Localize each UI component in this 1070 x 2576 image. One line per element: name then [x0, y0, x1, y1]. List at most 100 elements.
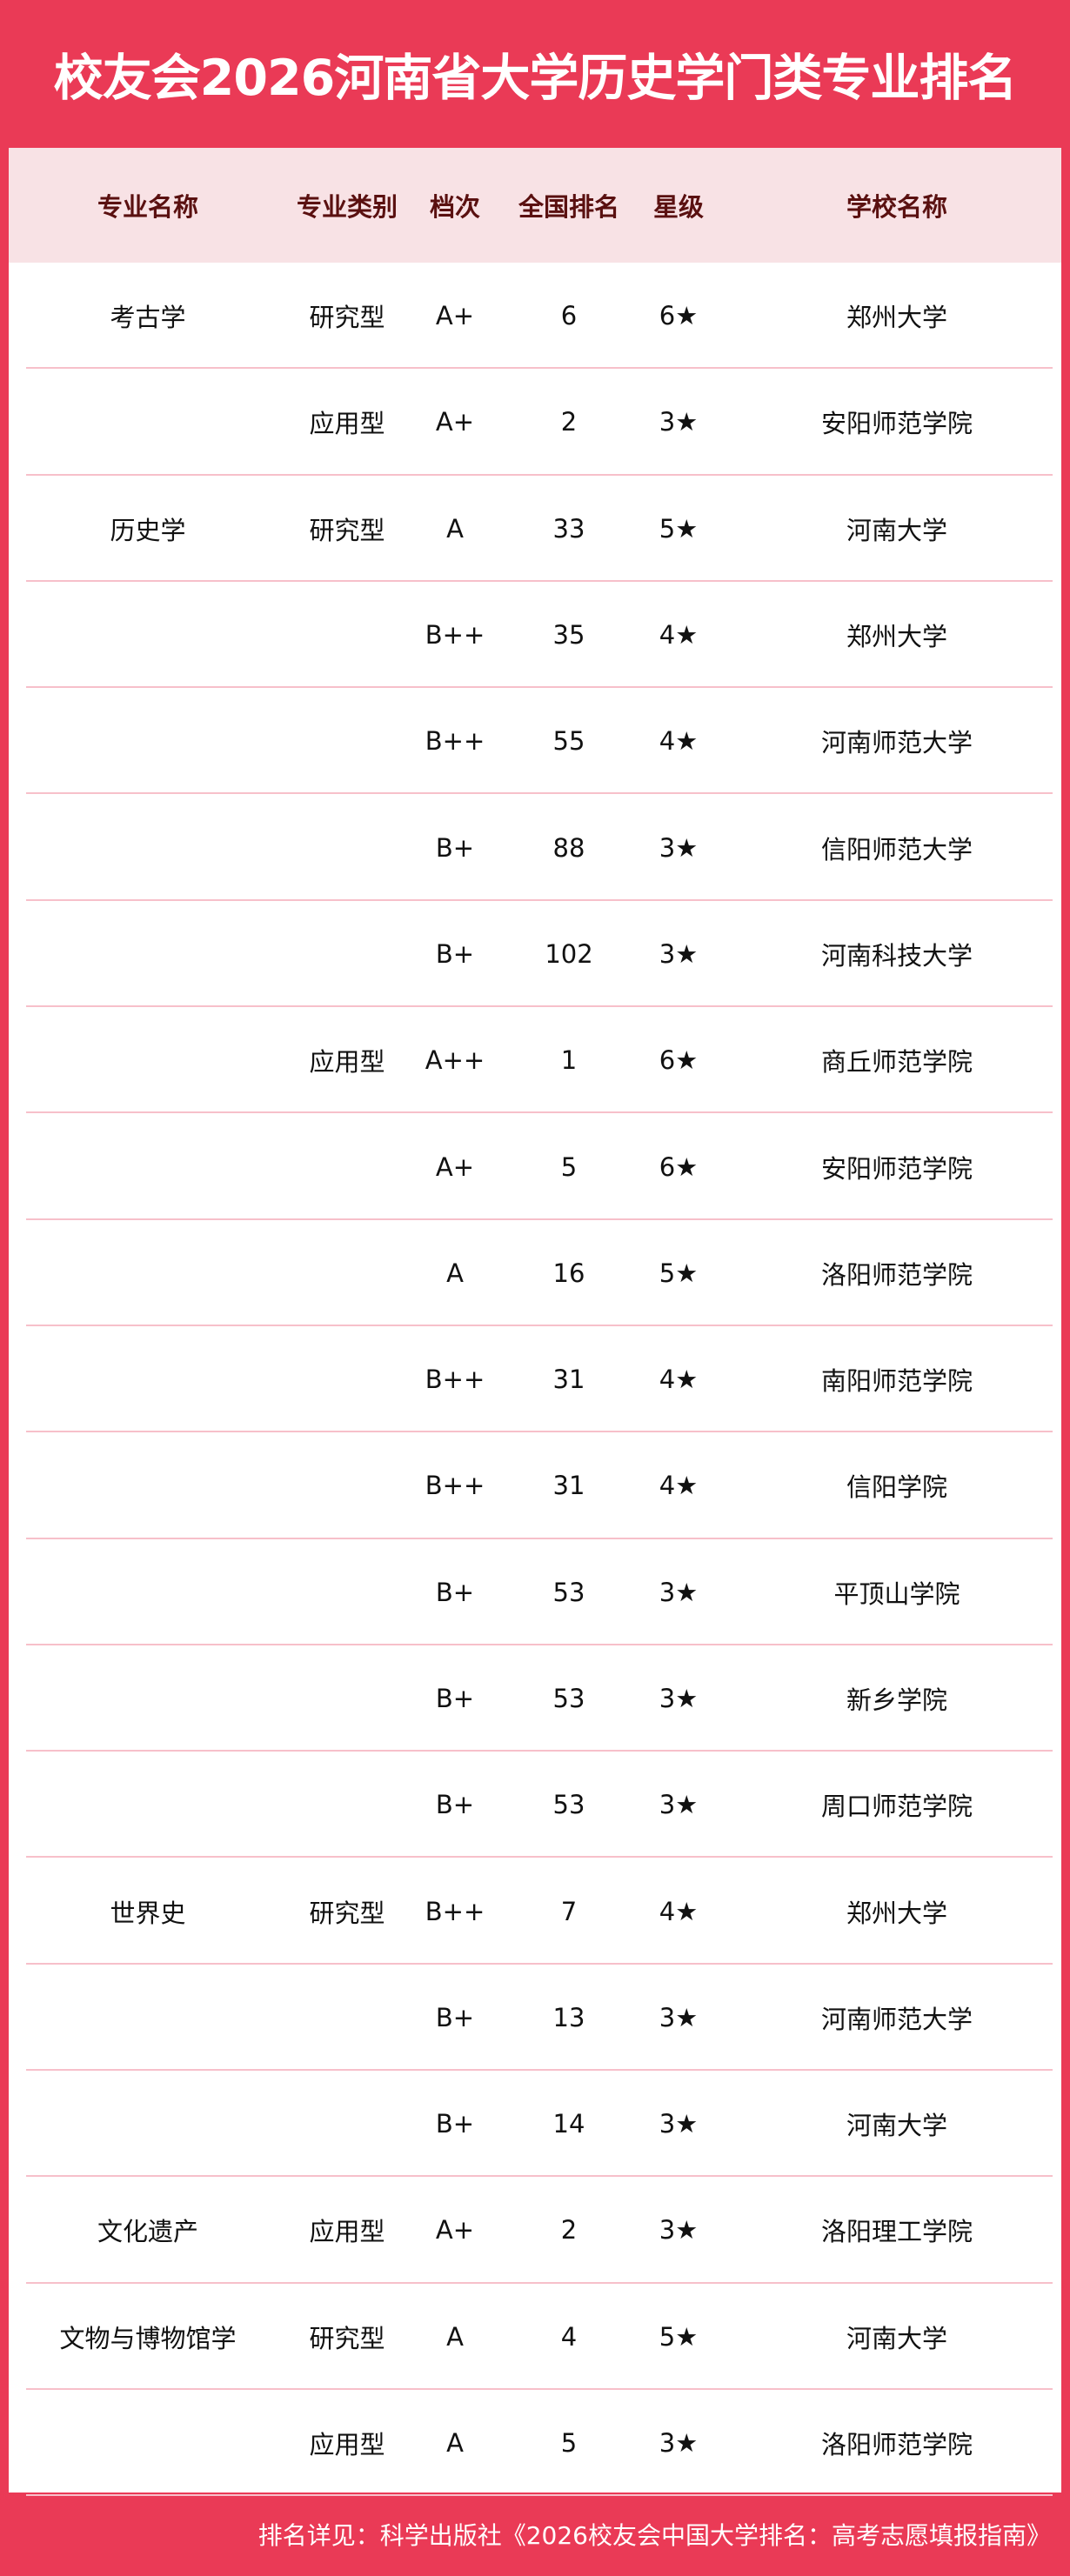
table-row: 应用型 A++ 1 6★ 商丘师范学院	[9, 1007, 1061, 1114]
cell-school-name: 安阳师范学院	[820, 1153, 973, 1184]
cell-school-name: 信阳师范大学	[820, 834, 973, 864]
cell-national-rank: 7	[560, 1896, 578, 1926]
cell-national-rank: 4	[560, 2321, 578, 2352]
cell-star-level: 3★	[659, 2215, 699, 2246]
cell-major-type: 应用型	[309, 2217, 385, 2247]
cell-tier: A	[446, 2321, 464, 2352]
cell-tier: A+	[435, 1151, 475, 1182]
cell-tier: A	[446, 513, 464, 544]
cell-major-type: 应用型	[309, 1047, 385, 1078]
cell-national-rank: 35	[552, 620, 585, 651]
cell-national-rank: 5	[560, 1151, 578, 1182]
table-row: B++ 31 4★ 南阳师范学院	[9, 1326, 1061, 1433]
cell-school-name: 河南大学	[846, 2111, 948, 2141]
cell-tier: B++	[425, 1365, 485, 1395]
cell-national-rank: 1	[560, 1045, 578, 1076]
cell-school-name: 洛阳理工学院	[820, 2217, 973, 2247]
cell-star-level: 3★	[659, 1684, 699, 1713]
footer-note: 排名详见：科学出版社《2026校友会中国大学排名：高考志愿填报指南》	[0, 2493, 1070, 2576]
page-title: 校友会2026河南省大学历史学门类专业排名	[53, 50, 1018, 107]
header-school-name: 学校名称	[846, 192, 948, 222]
cell-national-rank: 53	[552, 1790, 585, 1820]
cell-major-type: 研究型	[309, 515, 385, 545]
cell-tier: B+	[435, 938, 475, 969]
cell-national-rank: 2	[560, 2215, 578, 2246]
cell-star-level: 6★	[659, 1045, 699, 1076]
cell-tier: B++	[425, 620, 485, 651]
table-row: B+ 53 3★ 周口师范学院	[9, 1752, 1061, 1859]
table-header: 专业名称 专业类别 档次 全国排名 星级 学校名称	[9, 148, 1061, 263]
cell-school-name: 河南大学	[846, 2323, 948, 2353]
cell-national-rank: 31	[552, 1365, 585, 1395]
cell-tier: A	[446, 1258, 464, 1288]
cell-major-name: 考古学	[110, 303, 186, 333]
source-note: 排名详见：科学出版社《2026校友会中国大学排名：高考志愿填报指南》	[257, 2521, 1051, 2550]
header-national-rank: 全国排名	[518, 192, 620, 222]
table-row: A+ 5 6★ 安阳师范学院	[9, 1113, 1061, 1220]
cell-major-name: 历史学	[110, 515, 186, 545]
header-major-type: 专业类别	[296, 192, 398, 222]
cell-major-type: 应用型	[309, 2430, 385, 2460]
cell-star-level: 5★	[659, 1258, 699, 1288]
cell-national-rank: 16	[552, 1258, 585, 1288]
cell-national-rank: 53	[552, 1577, 585, 1607]
cell-tier: B++	[425, 726, 485, 757]
cell-school-name: 郑州大学	[846, 1898, 948, 1928]
cell-tier: B+	[435, 2002, 475, 2032]
cell-star-level: 3★	[659, 938, 699, 969]
cell-school-name: 郑州大学	[846, 303, 948, 333]
cell-national-rank: 5	[560, 2428, 578, 2459]
header-major-name: 专业名称	[97, 192, 199, 222]
cell-tier: B+	[435, 832, 475, 863]
cell-national-rank: 2	[560, 407, 578, 437]
cell-tier: A++	[425, 1045, 485, 1076]
cell-national-rank: 33	[552, 513, 585, 544]
cell-star-level: 4★	[659, 1896, 699, 1926]
cell-school-name: 河南师范大学	[820, 728, 973, 758]
cell-major-type: 研究型	[309, 2323, 385, 2353]
cell-tier: B++	[425, 1896, 485, 1926]
table-row: A 16 5★ 洛阳师范学院	[9, 1220, 1061, 1327]
cell-star-level: 3★	[659, 832, 699, 863]
ranking-table: 专业名称 专业类别 档次 全国排名 星级 学校名称 考古学 研究型 A+ 6 6★ 郑州大学 应用型 A…	[9, 148, 1061, 2497]
cell-school-name: 洛阳师范学院	[820, 1259, 973, 1290]
cell-national-rank: 88	[552, 832, 585, 863]
table-row: 文化遗产 应用型 A+ 2 3★ 洛阳理工学院	[9, 2177, 1061, 2284]
table-row: B+ 53 3★ 新乡学院	[9, 1645, 1061, 1752]
table-row: B++ 35 4★ 郑州大学	[9, 582, 1061, 689]
cell-school-name: 商丘师范学院	[820, 1047, 973, 1078]
cell-major-type: 应用型	[309, 409, 385, 439]
table-row: B+ 13 3★ 河南师范大学	[9, 1965, 1061, 2072]
cell-major-type: 研究型	[309, 303, 385, 333]
cell-star-level: 3★	[659, 2428, 699, 2459]
cell-star-level: 6★	[659, 1151, 699, 1182]
table-row: 文物与博物馆学 研究型 A 4 5★ 河南大学	[9, 2284, 1061, 2391]
cell-major-name: 世界史	[110, 1898, 186, 1928]
cell-star-level: 4★	[659, 620, 699, 651]
cell-school-name: 郑州大学	[846, 622, 948, 652]
cell-national-rank: 102	[545, 938, 593, 969]
cell-tier: B+	[435, 1790, 475, 1820]
cell-school-name: 河南大学	[846, 515, 948, 545]
table-row: B+ 88 3★ 信阳师范大学	[9, 794, 1061, 902]
table-row: 历史学 研究型 A 33 5★ 河南大学	[9, 476, 1061, 583]
table-row: B+ 102 3★ 河南科技大学	[9, 901, 1061, 1008]
cell-national-rank: 31	[552, 1471, 585, 1501]
cell-star-level: 3★	[659, 1577, 699, 1607]
header-tier: 档次	[429, 192, 481, 222]
table-row: B+ 14 3★ 河南大学	[9, 2071, 1061, 2178]
table-row: B++ 55 4★ 河南师范大学	[9, 688, 1061, 795]
table-row: 应用型 A+ 2 3★ 安阳师范学院	[9, 369, 1061, 476]
cell-star-level: 3★	[659, 2002, 699, 2032]
cell-national-rank: 55	[552, 726, 585, 757]
cell-tier: B++	[425, 1471, 485, 1501]
cell-star-level: 5★	[659, 2321, 699, 2352]
cell-tier: B+	[435, 1684, 475, 1713]
cell-major-type: 研究型	[309, 1898, 385, 1928]
header-star-level: 星级	[652, 192, 705, 222]
cell-national-rank: 14	[552, 2109, 585, 2139]
cell-school-name: 南阳师范学院	[820, 1366, 973, 1397]
cell-national-rank: 53	[552, 1684, 585, 1713]
cell-tier: A	[446, 2428, 464, 2459]
table-row: B++ 31 4★ 信阳学院	[9, 1432, 1061, 1539]
